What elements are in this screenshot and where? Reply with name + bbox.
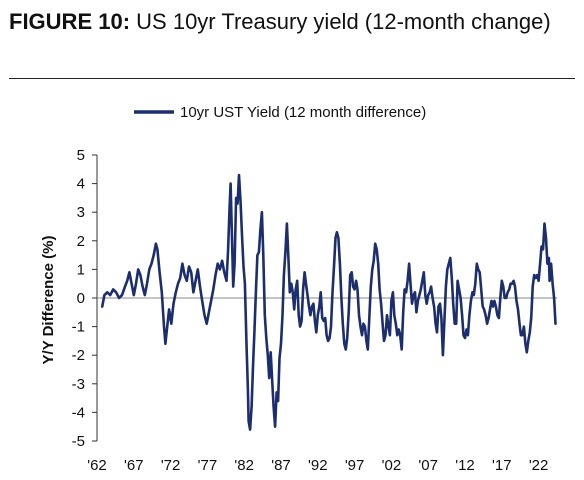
chart-axes: 5 4 3 2 1 0 -1 -2 -3 -4 -5'62 '67 '72 '77 '82 '87 '92 '97… — [72, 147, 557, 474]
y-tick-label: 5 — [77, 147, 85, 164]
x-tick-label: '67 — [124, 457, 144, 474]
legend-label: 10yr UST Yield (12 month difference) — [180, 104, 426, 121]
y-tick-label: -2 — [72, 347, 85, 364]
x-tick-label: '87 — [271, 457, 291, 474]
header-divider — [9, 78, 575, 79]
y-tick-label: -5 — [72, 433, 85, 450]
figure-header: FIGURE 10: US 10yr Treasury yield (12-mo… — [9, 8, 569, 36]
x-tick-label: '62 — [87, 457, 107, 474]
y-tick-label: -3 — [72, 376, 85, 393]
x-tick-label: '92 — [308, 457, 328, 474]
y-tick-label: -4 — [72, 404, 85, 421]
y-tick-label: 1 — [77, 261, 85, 278]
x-tick-label: '07 — [418, 457, 438, 474]
series-line-10yr-ust-yield — [100, 173, 557, 431]
x-tick-label: '77 — [198, 457, 218, 474]
y-tick-label: 3 — [77, 204, 85, 221]
x-tick-label: '02 — [382, 457, 402, 474]
x-tick-label: '22 — [529, 457, 549, 474]
chart-legend: 10yr UST Yield (12 month difference) — [134, 104, 426, 121]
figure-title: US 10yr Treasury yield (12-month change) — [136, 9, 551, 34]
y-tick-label: -1 — [72, 319, 85, 336]
x-tick-label: '97 — [345, 457, 365, 474]
y-tick-label: 0 — [77, 290, 85, 307]
x-tick-label: '12 — [455, 457, 475, 474]
y-axis-title: Y/Y Difference (%) — [40, 236, 57, 365]
x-tick-label: '17 — [492, 457, 512, 474]
y-tick-label: 4 — [77, 176, 85, 193]
figure-label: FIGURE 10: — [9, 9, 131, 34]
plot-area — [100, 173, 557, 431]
x-tick-label: '72 — [161, 457, 181, 474]
y-tick-label: 2 — [77, 233, 85, 250]
x-tick-label: '82 — [234, 457, 254, 474]
